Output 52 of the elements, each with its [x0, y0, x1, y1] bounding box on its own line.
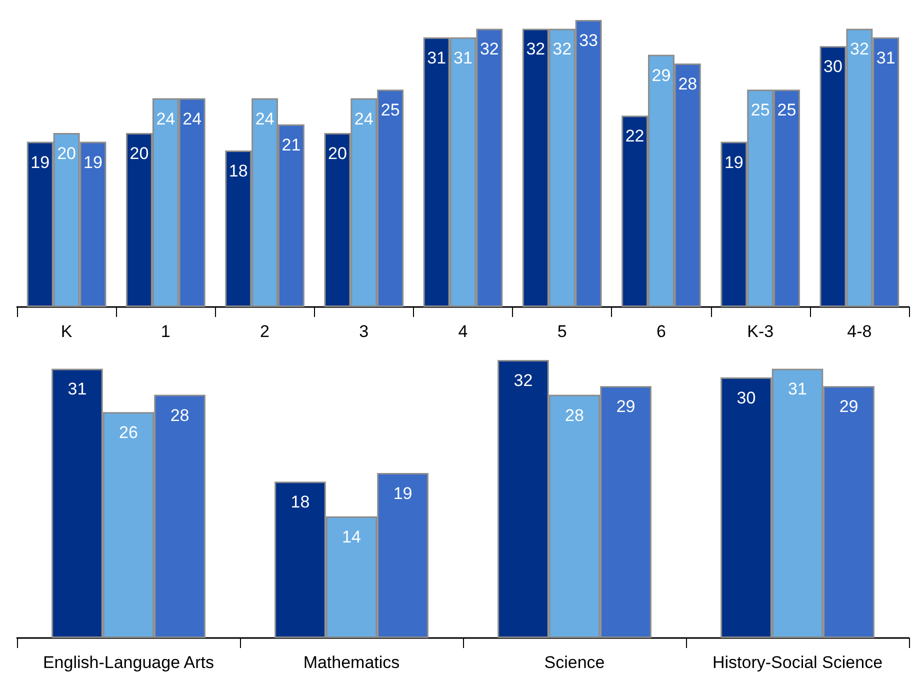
data-label: 31	[788, 380, 807, 399]
data-label: 30	[824, 57, 842, 76]
data-label: 24	[156, 109, 176, 128]
data-label: 19	[84, 152, 102, 172]
x-tick-label: 5	[557, 322, 567, 341]
data-label: 25	[750, 100, 770, 120]
data-label: 31	[68, 380, 87, 399]
data-label: 18	[228, 161, 248, 180]
x-tick-label: 1	[160, 322, 170, 341]
data-label: 25	[380, 100, 400, 120]
data-label: 28	[565, 406, 584, 425]
data-label: 29	[839, 397, 858, 416]
data-label: 33	[579, 31, 598, 50]
data-label: 22	[625, 126, 644, 146]
data-label: 25	[777, 100, 796, 120]
data-label: 20	[328, 144, 347, 164]
data-label: 31	[876, 48, 896, 68]
x-tick-label: 3	[359, 322, 369, 341]
data-label: 26	[119, 423, 138, 442]
data-label: 19	[30, 152, 50, 172]
data-label: 19	[393, 484, 412, 503]
data-label: 31	[454, 48, 472, 68]
data-label: 28	[170, 406, 190, 425]
data-label: 14	[342, 527, 361, 546]
data-label: 24	[354, 109, 374, 128]
data-label: 32	[552, 40, 572, 59]
x-tick-label: 6	[656, 322, 666, 341]
data-label: 20	[57, 144, 76, 164]
x-tick-label: K-3	[747, 322, 774, 341]
x-tick-label: Mathematics	[303, 653, 400, 672]
data-label: 20	[130, 144, 149, 164]
x-tick-label: History-Social Science	[712, 653, 883, 672]
x-tick-label: 4-8	[847, 322, 872, 341]
data-label: 24	[255, 109, 274, 128]
x-tick-label: 4	[458, 322, 468, 341]
data-label: 31	[427, 48, 446, 68]
data-label: 32	[480, 40, 499, 59]
data-label: 21	[282, 135, 301, 154]
data-label: 24	[182, 109, 202, 128]
data-label: 18	[290, 492, 310, 512]
data-label: 28	[678, 74, 698, 94]
data-label: 29	[652, 66, 671, 85]
data-label: 29	[616, 397, 636, 416]
data-label: 32	[514, 371, 533, 390]
data-label: 32	[526, 40, 546, 59]
data-label: 30	[736, 388, 756, 408]
x-tick-label: English-Language Arts	[42, 653, 214, 672]
x-tick-label: K	[60, 322, 73, 341]
x-tick-label: 2	[260, 322, 270, 341]
data-label: 19	[724, 152, 744, 172]
x-tick-label: Science	[544, 653, 605, 672]
data-label: 32	[850, 40, 869, 59]
